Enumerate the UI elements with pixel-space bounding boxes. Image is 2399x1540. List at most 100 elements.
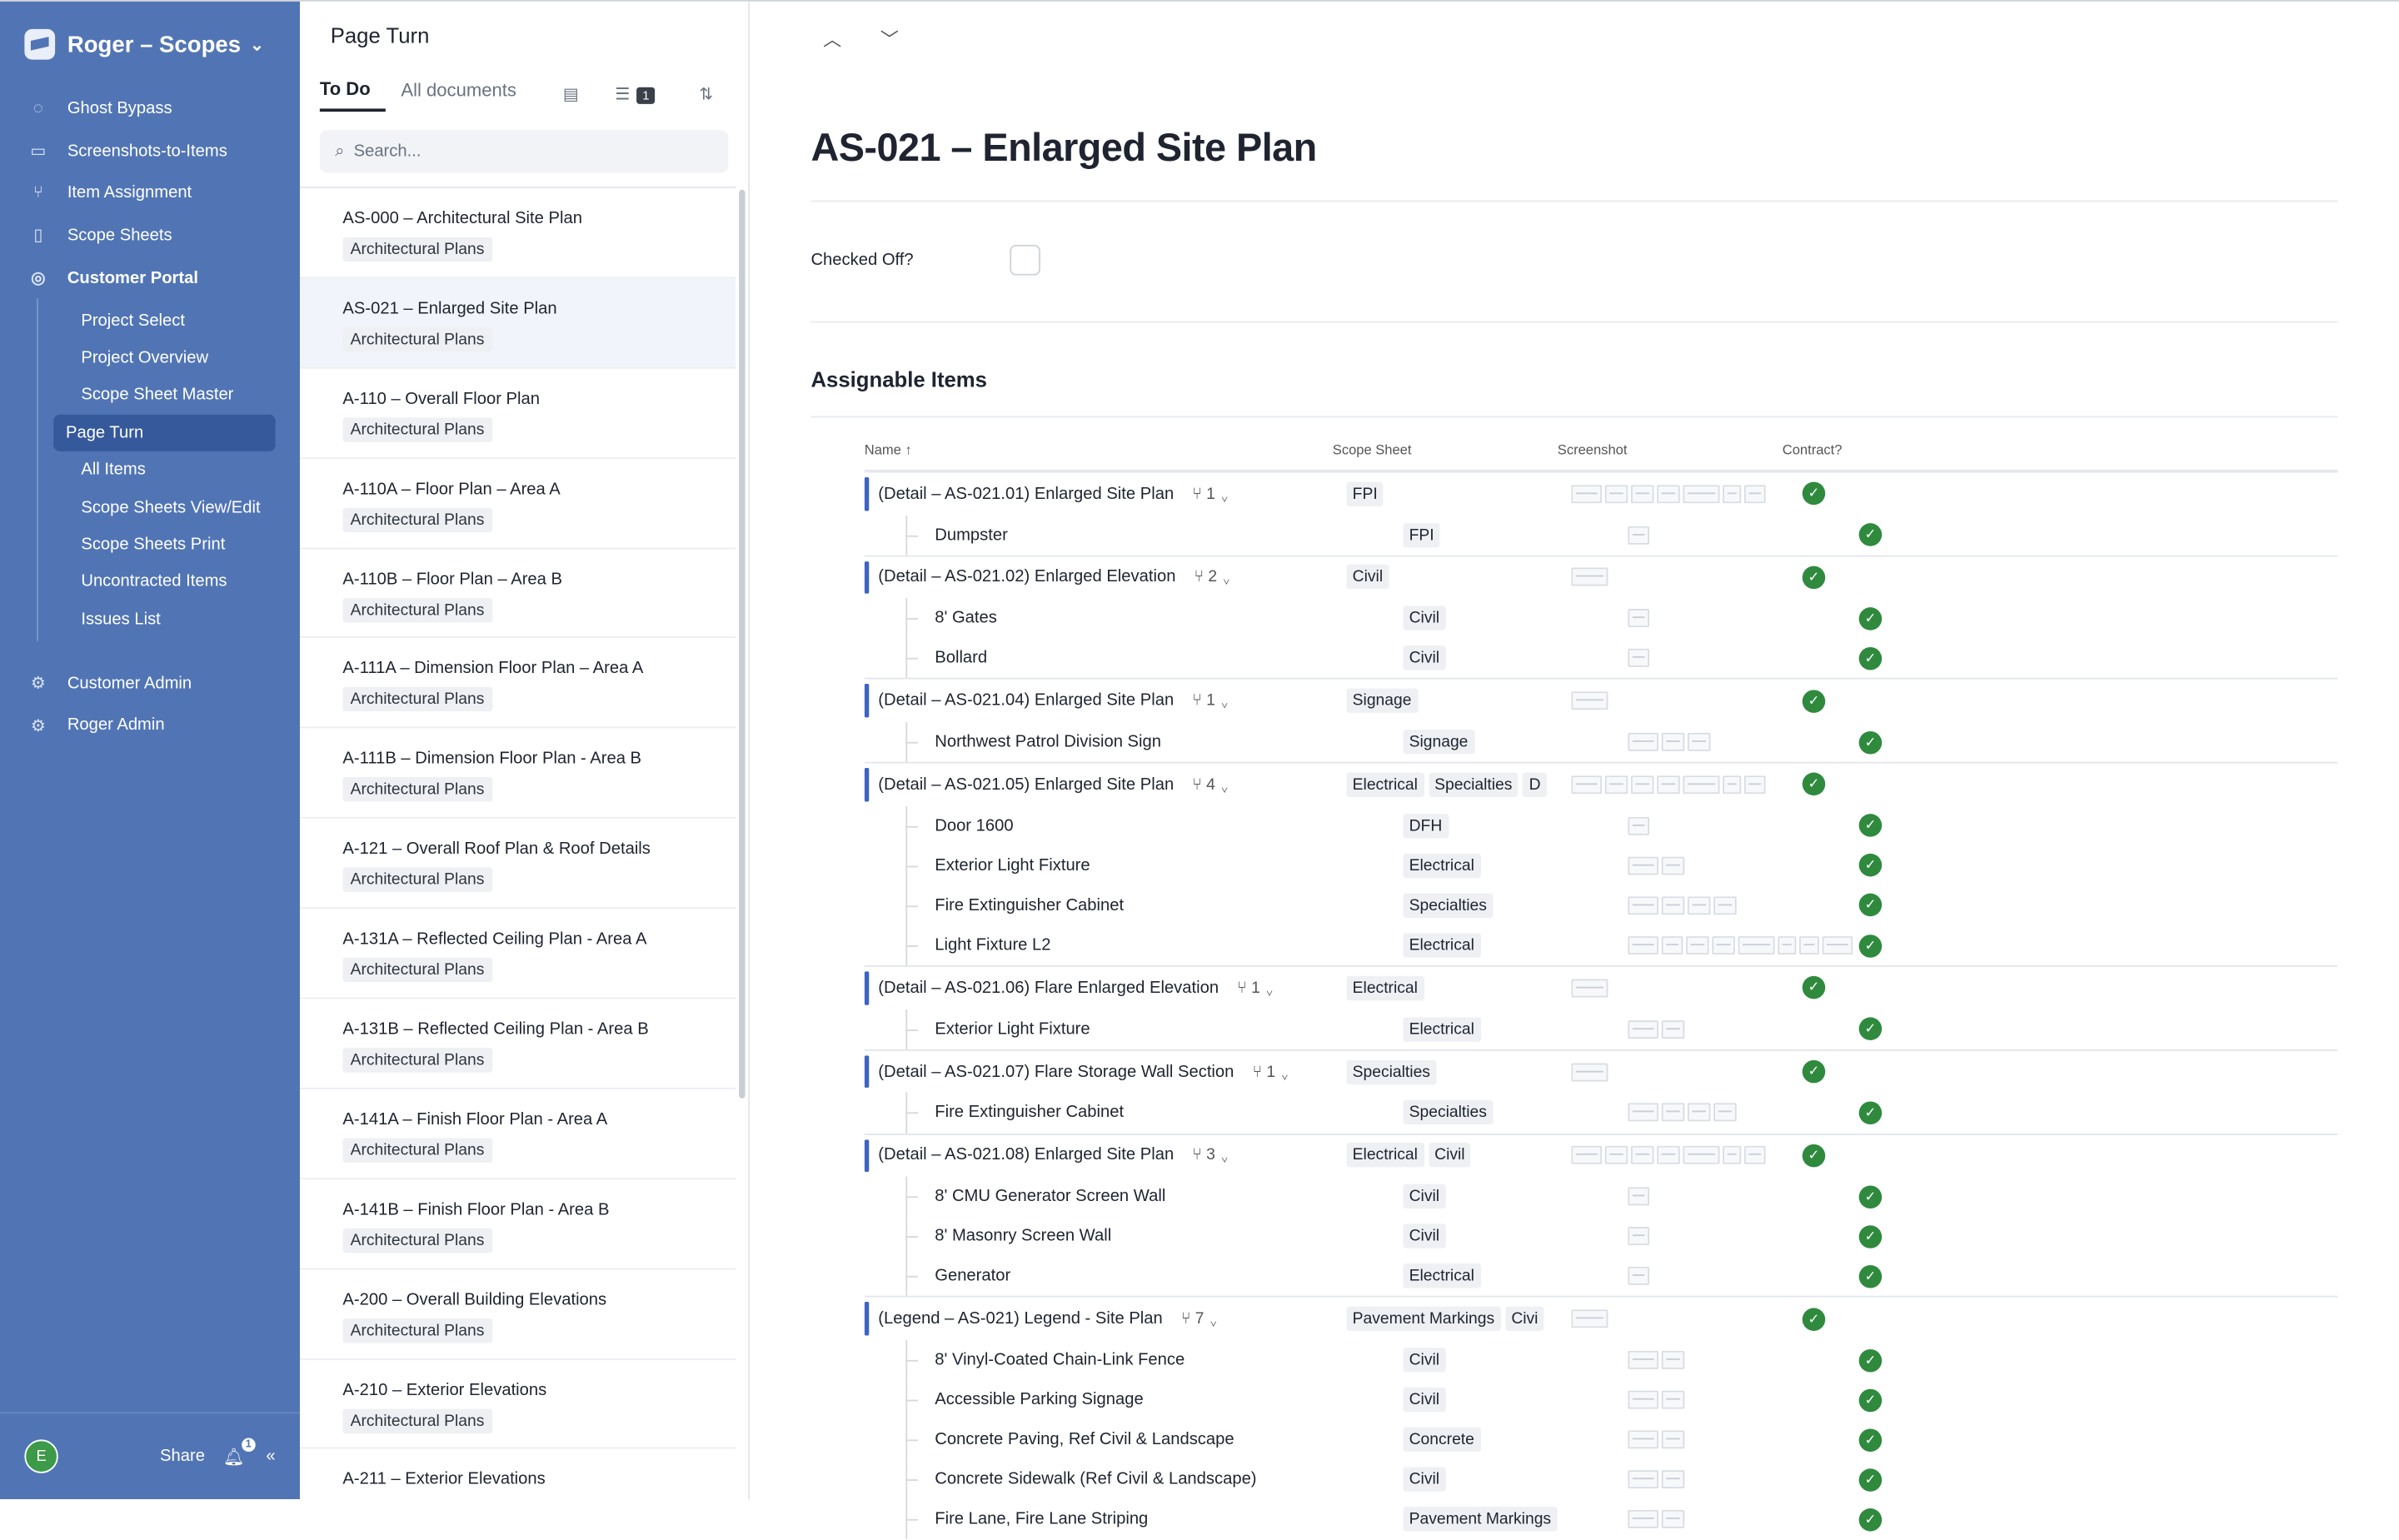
screenshot-thumbnail[interactable]	[1571, 979, 1608, 998]
document-list-item[interactable]: A-110A – Floor Plan – Area A Architectura…	[300, 458, 736, 549]
share-button[interactable]: Share	[160, 1447, 205, 1466]
item-row[interactable]: 8' Gates Civil ✓	[865, 598, 2338, 639]
screenshot-thumbnail[interactable]	[1661, 1470, 1685, 1489]
item-row[interactable]: Dumpster FPI ✓	[865, 515, 2338, 556]
previous-document-icon[interactable]: ︿	[823, 28, 842, 51]
scope-sheet-tag[interactable]: FPI	[1403, 522, 1440, 547]
subnav-all-items[interactable]: All Items	[81, 461, 146, 480]
child-count-toggle[interactable]: ⑂ 4 ⌄	[1192, 775, 1229, 794]
child-count-toggle[interactable]: ⑂ 1 ⌄	[1237, 979, 1274, 997]
nav-screenshots-to-items[interactable]: ▭ Screenshots-to-Items	[0, 130, 300, 172]
screenshot-thumbnail[interactable]	[1661, 1350, 1685, 1369]
document-list-item[interactable]: A-111A – Dimension Floor Plan – Area A Ar…	[300, 639, 736, 729]
scope-sheet-tag[interactable]: Civi	[1504, 1306, 1544, 1332]
screenshot-thumbnail[interactable]	[1686, 936, 1710, 955]
screenshot-thumbnail[interactable]	[1661, 1019, 1685, 1039]
screenshot-thumbnail[interactable]	[1571, 775, 1603, 795]
child-count-toggle[interactable]: ⑂ 2 ⌄	[1194, 568, 1231, 586]
document-list-item[interactable]: A-211 – Exterior Elevations	[300, 1449, 736, 1499]
screenshot-thumbnail[interactable]	[1738, 936, 1775, 955]
nav-scope-sheets[interactable]: ▯ Scope Sheets	[0, 214, 300, 257]
child-count-toggle[interactable]: ⑂ 7 ⌄	[1181, 1310, 1219, 1328]
scope-sheet-tag[interactable]: Electrical	[1403, 1263, 1481, 1289]
screenshot-thumbnail[interactable]	[1628, 609, 1649, 628]
screenshot-thumbnail[interactable]	[1628, 856, 1659, 875]
item-row[interactable]: Accessible Parking Signage Civil ✓	[865, 1379, 2338, 1420]
scope-sheet-tag[interactable]: Civil	[1403, 606, 1446, 631]
screenshot-thumbnail[interactable]	[1777, 936, 1796, 955]
item-group-row[interactable]: (Detail – AS-021.06) Flare Enlarged Elev…	[864, 965, 2338, 1009]
document-list-item[interactable]: AS-000 – Architectural Site Plan Architec…	[300, 188, 736, 279]
screenshot-thumbnail[interactable]	[1687, 896, 1711, 915]
screenshot-thumbnail[interactable]	[1661, 1390, 1685, 1409]
screenshot-thumbnail[interactable]	[1630, 1146, 1654, 1165]
filter-button[interactable]: ☰ 1	[615, 84, 656, 104]
document-list-item[interactable]: A-141B – Finish Floor Plan - Area B Archi…	[300, 1179, 736, 1269]
document-list-item[interactable]: A-110B – Floor Plan – Area B Architectura…	[300, 549, 736, 639]
screenshot-thumbnail[interactable]	[1628, 1104, 1659, 1123]
subnav-scope-sheets-view-edit[interactable]: Scope Sheets View/Edit	[81, 498, 261, 517]
nav-customer-admin[interactable]: ⚙ Customer Admin	[0, 662, 300, 705]
screenshot-thumbnail[interactable]	[1687, 1104, 1711, 1123]
scope-sheet-tag[interactable]: Specialties	[1428, 772, 1519, 797]
screenshot-thumbnail[interactable]	[1628, 1350, 1659, 1369]
screenshot-thumbnail[interactable]	[1713, 896, 1737, 915]
screenshot-thumbnail[interactable]	[1683, 1146, 1720, 1165]
item-group-row[interactable]: (Detail – AS-021.05) Enlarged Site Plan ⑂…	[864, 761, 2338, 806]
item-row[interactable]: Concrete Paving, Ref Civil & Landscape Co…	[865, 1419, 2338, 1460]
screenshot-thumbnail[interactable]	[1628, 896, 1659, 915]
item-row[interactable]: Exterior Light Fixture Electrical ✓	[865, 845, 2338, 886]
scope-sheet-tag[interactable]: Specialties	[1403, 1100, 1494, 1125]
item-row[interactable]: Northwest Patrol Division Sign Signage ✓	[865, 722, 2338, 762]
item-row[interactable]: Fire Extinguisher Cabinet Specialties ✓	[865, 1093, 2338, 1134]
scrollbar[interactable]	[739, 189, 746, 1099]
subnav-project-overview[interactable]: Project Overview	[81, 348, 209, 367]
subnav-scope-sheet-master[interactable]: Scope Sheet Master	[81, 386, 234, 405]
screenshot-thumbnail[interactable]	[1628, 936, 1658, 955]
document-list-item[interactable]: A-141A – Finish Floor Plan - Area A Archi…	[300, 1089, 736, 1179]
screenshot-thumbnail[interactable]	[1687, 732, 1711, 752]
document-list-item[interactable]: A-121 – Overall Roof Plan & Roof Details…	[300, 819, 736, 910]
search-input[interactable]: ⌕ Search...	[319, 130, 729, 173]
scope-sheet-tag[interactable]: Electrical	[1403, 1016, 1481, 1042]
next-document-icon[interactable]: ﹀	[880, 28, 899, 51]
nav-roger-admin[interactable]: ⚙ Roger Admin	[0, 705, 300, 747]
item-row[interactable]: 8' Vinyl-Coated Chain-Link Fence Civil ✓	[865, 1339, 2338, 1380]
scope-sheet-tag[interactable]: Electrical	[1346, 772, 1424, 797]
screenshot-thumbnail[interactable]	[1723, 775, 1742, 795]
screenshot-thumbnail[interactable]	[1683, 484, 1720, 503]
screenshot-thumbnail[interactable]	[1661, 1430, 1685, 1449]
document-list-item[interactable]: A-110 – Overall Floor Plan Architectural …	[300, 368, 736, 459]
scope-sheet-tag[interactable]: Signage	[1346, 689, 1418, 714]
screenshot-thumbnail[interactable]	[1628, 1019, 1659, 1039]
scope-sheet-tag[interactable]: DFH	[1403, 813, 1449, 839]
checked-off-checkbox[interactable]	[1010, 244, 1040, 276]
screenshot-thumbnail[interactable]	[1628, 1227, 1649, 1246]
screenshot-thumbnail[interactable]	[1661, 856, 1685, 875]
screenshot-thumbnail[interactable]	[1661, 1104, 1685, 1123]
screenshot-thumbnail[interactable]	[1657, 775, 1680, 795]
document-list-item[interactable]: A-210 – Exterior Elevations Architectural…	[300, 1359, 736, 1450]
table-view-icon[interactable]: ▤	[562, 85, 580, 104]
screenshot-thumbnail[interactable]	[1571, 484, 1603, 503]
screenshot-thumbnail[interactable]	[1628, 1470, 1659, 1489]
subnav-scope-sheets-print[interactable]: Scope Sheets Print	[81, 535, 226, 554]
item-row[interactable]: Exterior Light Fixture Electrical ✓	[865, 1009, 2338, 1049]
scope-sheet-tag[interactable]: Pavement Markings	[1346, 1306, 1501, 1332]
screenshot-thumbnail[interactable]	[1571, 1062, 1608, 1081]
screenshot-thumbnail[interactable]	[1743, 775, 1766, 795]
screenshot-thumbnail[interactable]	[1723, 484, 1742, 503]
screenshot-thumbnail[interactable]	[1571, 1309, 1608, 1328]
screenshot-thumbnail[interactable]	[1628, 1267, 1649, 1286]
screenshot-thumbnail[interactable]	[1628, 1390, 1659, 1409]
scope-sheet-tag[interactable]: Civil	[1403, 1467, 1446, 1493]
item-row[interactable]: Generator Electrical ✓	[865, 1256, 2338, 1297]
screenshot-thumbnail[interactable]	[1628, 526, 1649, 545]
screenshot-thumbnail[interactable]	[1604, 1146, 1628, 1165]
subnav-project-select[interactable]: Project Select	[81, 311, 186, 331]
scope-sheet-tag[interactable]: D	[1523, 772, 1547, 797]
document-list-item[interactable]: A-200 – Overall Building Elevations Archi…	[300, 1269, 736, 1360]
scope-sheet-tag[interactable]: Civil	[1403, 1388, 1446, 1413]
item-group-row[interactable]: (Detail – AS-021.04) Enlarged Site Plan ⑂…	[864, 678, 2338, 723]
scope-sheet-tag[interactable]: Electrical	[1346, 975, 1424, 1001]
